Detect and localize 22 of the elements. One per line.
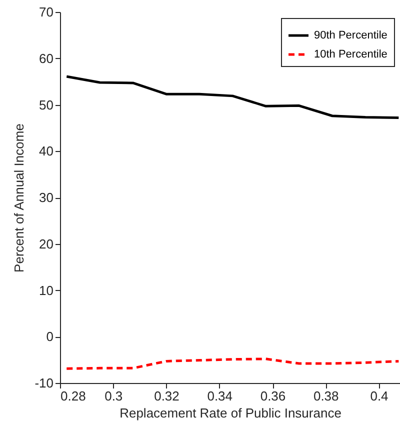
y-axis-title: Percent of Annual Income: [12, 124, 27, 272]
x-tick-label: 0.32: [154, 388, 180, 404]
y-tick-label: -10: [34, 376, 54, 390]
x-tick-label: 0.3: [104, 388, 123, 404]
legend-label: 90th Percentile: [314, 30, 388, 42]
x-axis-title: Replacement Rate of Public Insurance: [120, 406, 342, 420]
x-tick-label: 0.28: [60, 388, 86, 404]
x-tick-label: 0.4: [370, 388, 388, 404]
legend-label: 10th Percentile: [314, 48, 388, 60]
y-tick-label: 60: [39, 50, 54, 66]
y-tick-label: 10: [39, 282, 54, 298]
y-tick-label: 20: [39, 236, 54, 252]
y-tick-label: 30: [39, 190, 54, 205]
y-tick-label: 0: [46, 329, 54, 344]
x-tick-label: 0.34: [207, 388, 233, 404]
y-tick-label: 70: [39, 4, 54, 20]
line-series: [65, 358, 400, 370]
x-tick-label: 0.38: [313, 388, 339, 404]
y-tick-label: 50: [39, 97, 54, 112]
x-tick-label: 0.36: [260, 388, 286, 404]
y-tick-label: 40: [39, 144, 54, 159]
line-series: [65, 75, 400, 119]
